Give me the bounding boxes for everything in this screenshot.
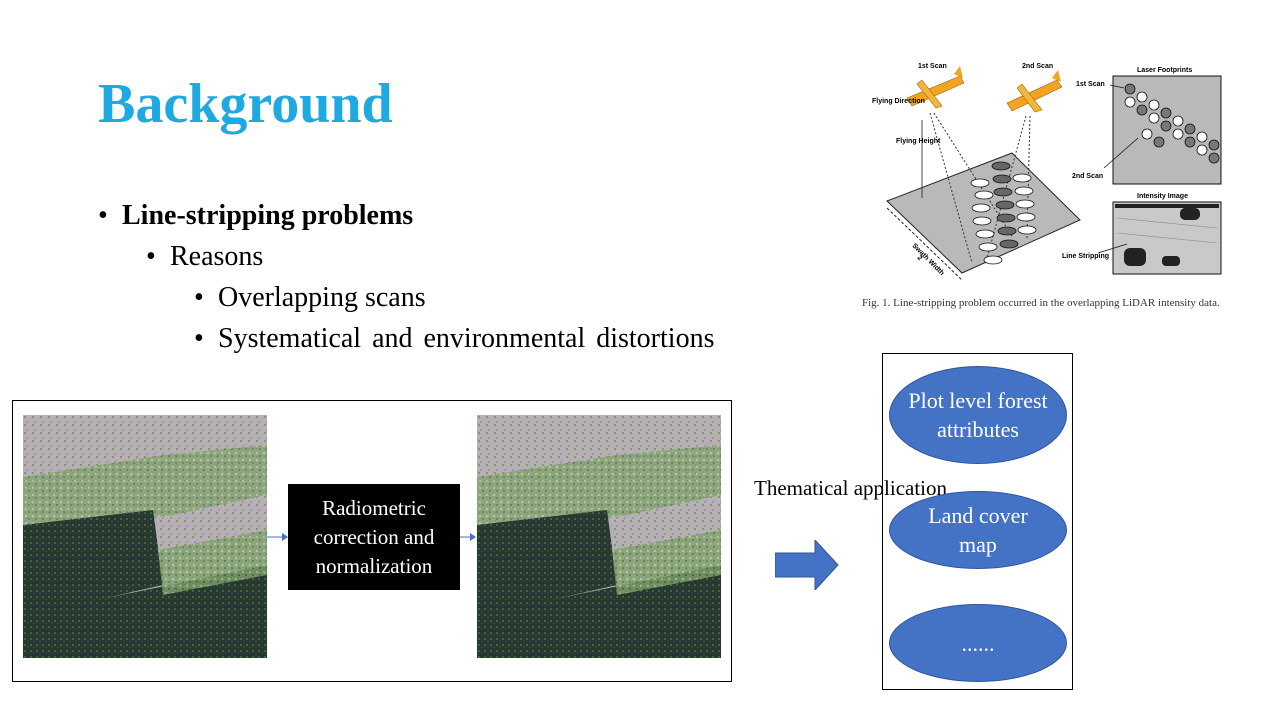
process-frame — [12, 400, 732, 682]
svg-text:Laser Footprints: Laser Footprints — [1137, 67, 1192, 74]
svg-text:Intensity Image: Intensity Image — [1137, 193, 1188, 200]
aerial-image-after — [477, 415, 721, 658]
bullet-distortions: • Systematical and environmental distorti… — [194, 323, 715, 354]
svg-text:2nd Scan: 2nd Scan — [1022, 63, 1053, 70]
bullet-overlapping-scans: • Overlapping scans — [194, 282, 426, 313]
svg-text:2: 2 — [916, 254, 924, 262]
slide-title: Background — [98, 73, 393, 135]
figure-caption: Fig. 1. Line-stripping problem occurred … — [862, 297, 1220, 309]
outputs-frame — [882, 353, 1073, 690]
arrow-to-result — [459, 533, 476, 541]
svg-text:Flying Direction: Flying Direction — [872, 98, 925, 105]
svg-text:Flying Height: Flying Height — [896, 138, 941, 145]
right-arrow-icon — [775, 540, 839, 590]
airplane-icon-2 — [1006, 70, 1063, 113]
bullet-list: • Line-stripping problems • Reasons • Overl… — [98, 195, 714, 359]
output-land-cover-map: Land cover map — [889, 491, 1067, 569]
svg-text:Line Stripping: Line Stripping — [1062, 253, 1109, 260]
arrow-to-correction — [267, 533, 288, 541]
bullet-line-stripping: • Line-stripping problems — [98, 200, 414, 231]
radiometric-correction-box: Radiometric correction and normalization — [288, 484, 460, 590]
aerial-image-before — [23, 415, 267, 658]
output-ellipsis: ...... — [889, 604, 1067, 682]
svg-text:2nd Scan: 2nd Scan — [1072, 173, 1103, 180]
output-forest-attributes: Plot level forest attributes — [889, 366, 1067, 464]
bullet-reasons: • Reasons — [146, 241, 264, 272]
svg-text:1st Scan: 1st Scan — [918, 63, 947, 70]
airplane-icon-1 — [906, 66, 965, 109]
lidar-line-stripping-figure: Swath Width 2 1st Scan 2nd Scan Flying D… — [872, 63, 1222, 281]
svg-text:1st Scan: 1st Scan — [1076, 81, 1105, 88]
thematic-application-label: Thematical application — [754, 476, 947, 500]
